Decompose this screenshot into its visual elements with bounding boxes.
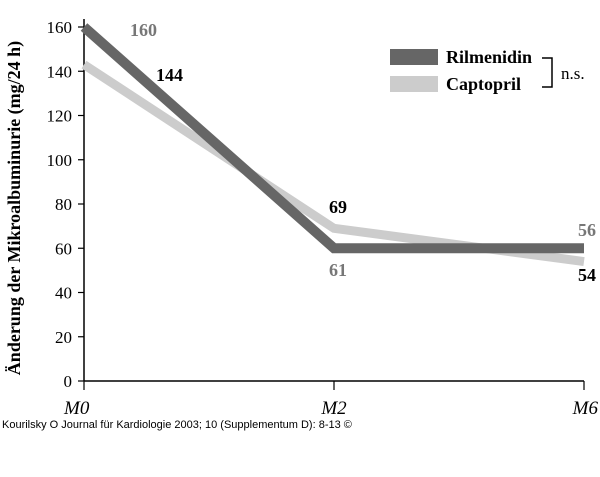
data-label: 54 [578, 265, 596, 285]
legend-swatch-rilmenidin [390, 49, 438, 65]
y-tick-label: 0 [64, 372, 73, 391]
y-tick-label: 60 [55, 239, 72, 258]
source-caption: Kourilsky O Journal für Kardiologie 2003… [2, 419, 352, 431]
legend-label-captopril: Captopril [446, 74, 521, 94]
data-label: 61 [329, 260, 347, 280]
y-tick-label: 40 [55, 284, 72, 303]
y-tick-label: 80 [55, 195, 72, 214]
data-label: 144 [156, 65, 183, 85]
legend: Rilmenidin Captopril n.s. [390, 47, 585, 94]
x-tick-label: M0 [63, 398, 90, 415]
legend-swatch-captopril [390, 76, 438, 92]
legend-label-rilmenidin: Rilmenidin [446, 47, 532, 67]
x-tick-label: M6 [572, 398, 599, 415]
series-lines [80, 23, 585, 266]
significance-bracket [542, 57, 553, 88]
x-ticks: M0 M2 M6 [63, 381, 598, 415]
significance-label: n.s. [561, 64, 585, 83]
data-labels: 160 144 61 69 56 54 [130, 20, 596, 285]
data-label: 160 [130, 20, 157, 40]
data-label: 69 [329, 197, 347, 217]
chart: Änderung der Mikroalbuminurie (mg/24 h) … [4, 18, 598, 415]
y-ticks: 0 20 40 60 80 100 120 140 160 [47, 18, 84, 391]
y-tick-label: 100 [47, 151, 73, 170]
y-tick-label: 140 [47, 62, 73, 81]
y-tick-label: 20 [55, 328, 72, 347]
y-axis-label: Änderung der Mikroalbuminurie (mg/24 h) [4, 41, 25, 375]
x-tick-label: M2 [320, 398, 347, 415]
series-line-rilmenidin [80, 23, 584, 254]
y-tick-label: 120 [47, 107, 73, 126]
y-tick-label: 160 [47, 18, 73, 37]
data-label: 56 [578, 220, 596, 240]
